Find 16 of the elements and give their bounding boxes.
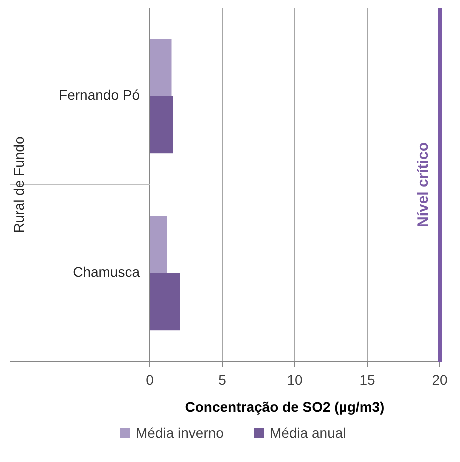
x-tick-label: 0 xyxy=(146,372,154,388)
x-tick-label: 15 xyxy=(360,372,376,388)
bar xyxy=(150,216,168,274)
y-tick-label: Fernando Pó xyxy=(59,87,140,104)
x-tick-label: 5 xyxy=(218,372,227,388)
bar xyxy=(150,274,180,331)
bar xyxy=(150,96,174,154)
x-tick-label: 20 xyxy=(432,372,448,388)
y-tick-label: Chamusca xyxy=(73,264,140,280)
ref-line-label: Nível crítico xyxy=(415,142,432,228)
legend-label: Média inverno xyxy=(136,425,224,441)
x-tick-label: 10 xyxy=(287,372,303,388)
bar xyxy=(150,39,172,96)
y-axis-title: Rural de Fundo xyxy=(11,136,27,234)
x-axis-title: Concentração de SO2 (µg/m3) xyxy=(185,399,385,415)
legend-label: Média anual xyxy=(270,425,346,441)
